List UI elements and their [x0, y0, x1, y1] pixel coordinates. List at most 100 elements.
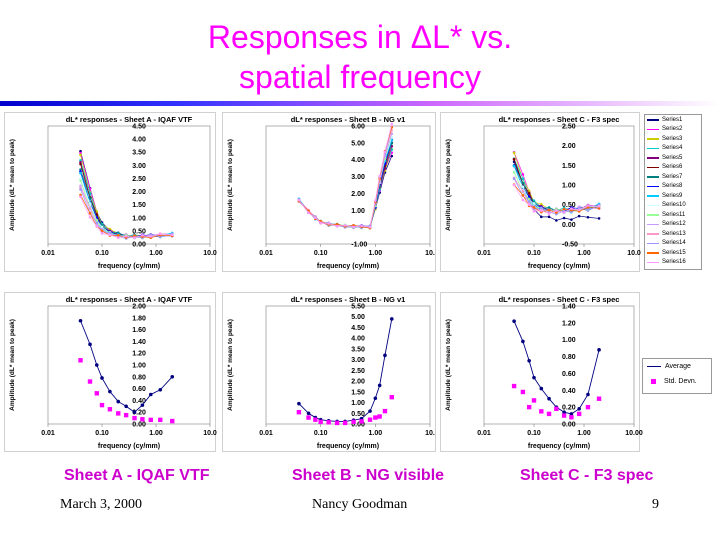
x-tick-label: 0.01	[41, 250, 55, 257]
legend-entry: Series5	[645, 153, 701, 163]
data-point	[532, 206, 536, 209]
data-point	[540, 209, 543, 212]
data-point	[87, 379, 93, 384]
footer-page-number: 9	[652, 497, 659, 512]
data-point	[547, 208, 551, 212]
y-tick-label: 0.20	[132, 410, 146, 417]
data-point	[532, 210, 536, 213]
plot-area	[47, 125, 211, 245]
x-tick-label: 0.01	[477, 430, 491, 437]
legend-swatch	[647, 119, 659, 121]
y-tick-label: 1.00	[562, 183, 576, 190]
legend-label: Series7	[662, 173, 683, 180]
data-point	[79, 171, 82, 175]
title-divider	[0, 101, 720, 106]
data-point	[132, 410, 137, 414]
legend-entry: Series2	[645, 125, 701, 135]
legend-swatch	[647, 204, 659, 206]
y-tick-label: 4.00	[351, 157, 365, 164]
x-tick-label: 0.01	[259, 250, 273, 257]
data-point	[521, 339, 525, 344]
data-point	[313, 417, 318, 422]
data-point	[116, 236, 120, 240]
data-point	[343, 223, 347, 227]
x-axis-label: frequency (cy/mm)	[98, 263, 160, 270]
y-tick-label: 0.00	[562, 422, 576, 429]
legend-swatch	[647, 176, 659, 178]
y-tick-label: 2.50	[351, 368, 365, 375]
legend-entry: Series3	[645, 134, 701, 144]
data-point	[570, 210, 573, 214]
data-point	[512, 177, 516, 181]
data-point	[389, 394, 394, 400]
data-point	[546, 411, 552, 417]
x-axis-label: frequency (cy/mm)	[317, 443, 379, 450]
data-point	[108, 389, 112, 394]
x-axis-label: frequency (cy/mm)	[98, 443, 160, 450]
data-point	[158, 232, 162, 236]
data-point	[79, 179, 82, 182]
data-point	[585, 404, 591, 410]
data-point	[383, 353, 387, 358]
data-point	[586, 215, 590, 219]
data-point	[94, 391, 99, 396]
data-point	[99, 402, 105, 408]
data-point	[170, 233, 174, 237]
data-point	[373, 415, 378, 420]
y-tick-label: 1.20	[562, 320, 576, 327]
y-tick-label: 2.00	[132, 304, 146, 311]
footer-date: March 3, 2000	[60, 497, 143, 512]
x-tick-label: 0.10	[95, 430, 109, 437]
data-point	[79, 170, 82, 173]
y-tick-label: -1.00	[351, 242, 367, 249]
chart-title: dL* responses - Sheet B - NG v1	[291, 295, 406, 304]
legend-swatch	[647, 157, 659, 159]
data-point	[547, 215, 551, 219]
data-point	[79, 153, 82, 157]
legend-swatch	[647, 185, 659, 187]
data-point	[540, 215, 543, 219]
data-point	[596, 396, 602, 401]
y-tick-label: 1.50	[132, 202, 146, 209]
plot-area	[47, 305, 211, 425]
data-point	[547, 212, 551, 216]
data-point	[100, 229, 104, 232]
x-tick-label: 10.0	[203, 430, 217, 437]
y-axis-label: Amplitude (dL* mean to peak)	[227, 319, 234, 411]
plot-area	[265, 305, 431, 425]
data-point	[314, 216, 317, 220]
data-point	[95, 224, 99, 228]
x-axis-label: frequency (cy/mm)	[528, 263, 590, 270]
x-axis-label: frequency (cy/mm)	[317, 263, 379, 270]
legend-top-c: Series1 Series2 Series3 Series4 Series5 Serie…	[644, 114, 702, 270]
data-point	[521, 198, 525, 202]
data-point	[100, 225, 104, 229]
data-point	[133, 234, 136, 237]
data-point	[377, 414, 382, 419]
data-point	[88, 207, 92, 211]
data-point	[88, 212, 92, 215]
y-tick-label: 3.00	[351, 174, 365, 181]
y-tick-label: 1.40	[562, 304, 576, 311]
y-tick-label: 2.50	[562, 124, 576, 131]
data-point	[149, 235, 153, 238]
x-tick-label: 1.00	[149, 250, 163, 257]
data-point	[527, 203, 531, 206]
data-point	[79, 177, 82, 180]
data-point	[570, 218, 573, 221]
data-point	[124, 234, 128, 238]
y-tick-label: 1.00	[351, 400, 365, 407]
data-point	[148, 392, 153, 397]
data-point	[95, 218, 99, 222]
data-point	[88, 197, 92, 200]
legend-entry: Series14	[645, 239, 701, 249]
series-line-series14	[80, 189, 173, 239]
legend-swatch	[647, 261, 659, 263]
y-tick-label: 3.50	[351, 346, 365, 353]
data-point	[116, 234, 120, 237]
y-tick-label: 5.50	[351, 304, 365, 311]
legend-label: Series13	[662, 230, 686, 237]
x-tick-label: 1.00	[149, 430, 163, 437]
y-tick-label: 2.50	[132, 176, 146, 183]
y-tick-label: 0.00	[132, 242, 146, 249]
